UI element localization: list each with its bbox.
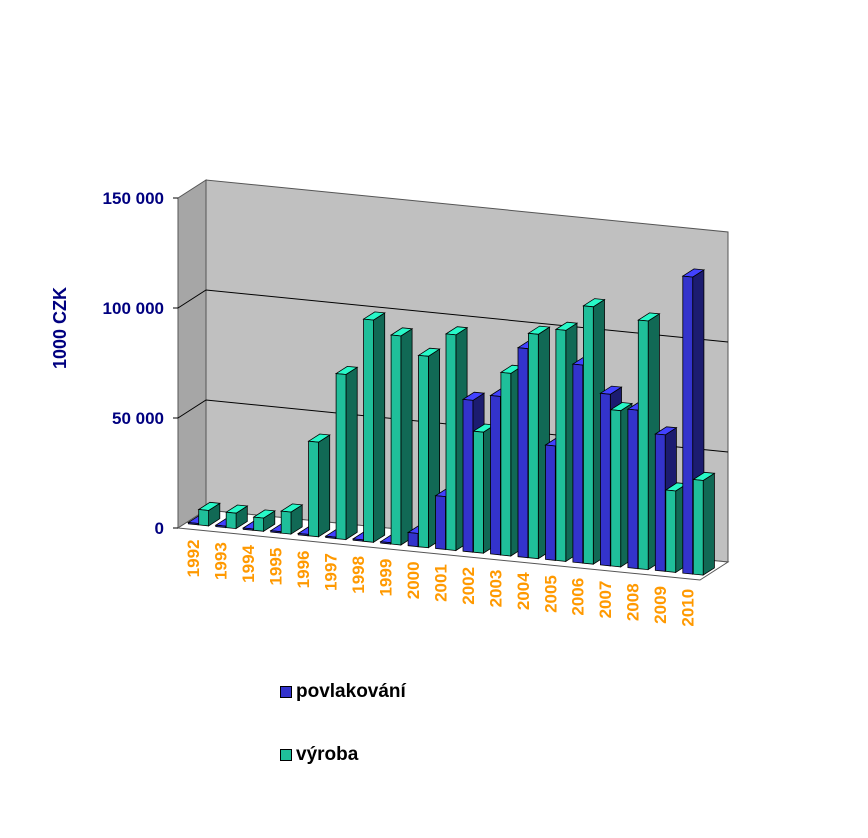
y-tick-label: 50 000 <box>112 409 164 428</box>
bar-povlakovani-1995 <box>270 530 282 534</box>
y-tick-label: 100 000 <box>103 299 164 318</box>
bar-vyroba-2004 <box>528 332 539 560</box>
legend-label-vyroba: výroba <box>296 744 359 765</box>
x-tick-label-2009: 2009 <box>651 586 670 624</box>
bar-vyroba-1997 <box>335 373 347 540</box>
bar-povlakovani-2005 <box>545 444 556 561</box>
x-tick-label-2008: 2008 <box>624 583 643 621</box>
x-tick-label-2006: 2006 <box>569 578 588 616</box>
x-tick-label-2005: 2005 <box>541 575 560 613</box>
x-tick-label-1994: 1994 <box>239 544 258 582</box>
bar-vyroba-2003 <box>500 371 512 557</box>
bar-side-vyroba-1996 <box>318 434 331 538</box>
bar-vyroba-2001 <box>445 333 457 551</box>
legend-item-vyroba: výroba <box>280 744 358 766</box>
bar-vyroba-2010 <box>692 479 704 576</box>
legend-item-povlakovani: povlakování <box>280 681 406 703</box>
x-tick-label-1996: 1996 <box>294 551 313 589</box>
x-tick-label-1995: 1995 <box>267 548 286 586</box>
legend-swatch-povlakovani <box>280 686 292 698</box>
bar-povlakovani-2004 <box>517 347 529 559</box>
bar-povlakovani-1999 <box>380 541 391 545</box>
bar-povlakovani-2010 <box>682 275 694 575</box>
bar-povlakovani-2006 <box>572 363 584 564</box>
bar-vyroba-2008 <box>637 319 649 571</box>
bar-vyroba-2007 <box>610 409 622 568</box>
bar-povlakovani-2000 <box>407 532 419 548</box>
x-tick-label-2004: 2004 <box>514 572 533 610</box>
bar-vyroba-1999 <box>390 334 402 546</box>
y-tick-label: 0 <box>155 519 164 538</box>
y-axis-title: 1000 CZK <box>50 287 70 369</box>
x-tick-label-2010: 2010 <box>679 589 698 627</box>
bar-side-vyroba-1998 <box>373 312 386 544</box>
legend-label-povlakovani: povlakování <box>296 681 406 702</box>
gridline <box>177 399 729 453</box>
bar-vyroba-2009 <box>665 489 677 573</box>
x-tick-label-2002: 2002 <box>459 567 478 605</box>
bar-vyroba-1998 <box>363 318 374 543</box>
bar-side-vyroba-2010 <box>702 472 715 576</box>
bar-povlakovani-2009 <box>654 433 666 572</box>
bar-povlakovani-2002 <box>462 398 474 553</box>
bar-povlakovani-1997 <box>325 535 337 539</box>
x-tick-label-2007: 2007 <box>596 581 615 619</box>
bar-povlakovani-1992 <box>187 522 199 526</box>
legend-swatch-vyroba <box>280 749 292 761</box>
bar-vyroba-1994 <box>253 516 265 532</box>
bar-side-vyroba-1999 <box>400 328 413 546</box>
bar-vyroba-2006 <box>583 305 594 565</box>
x-tick-label-2001: 2001 <box>431 564 450 602</box>
bar-povlakovani-1996 <box>297 533 309 537</box>
bar-vyroba-1995 <box>280 510 292 535</box>
x-tick-label-1992: 1992 <box>184 540 203 578</box>
x-tick-label-1998: 1998 <box>349 556 368 594</box>
x-tick-label-2000: 2000 <box>404 561 423 599</box>
x-tick-label-2003: 2003 <box>486 570 505 608</box>
bar-povlakovani-2001 <box>435 495 446 550</box>
bar-vyroba-1992 <box>198 509 210 527</box>
bar-side-vyroba-1997 <box>345 366 358 541</box>
bar-vyroba-1996 <box>308 440 319 538</box>
bar-povlakovani-1993 <box>215 524 227 529</box>
x-tick-label-1993: 1993 <box>212 542 231 580</box>
bar-vyroba-2002 <box>473 430 484 554</box>
bar-povlakovani-2008 <box>627 408 639 570</box>
y-tick-label: 150 000 <box>103 189 164 208</box>
bar-vyroba-2005 <box>555 328 567 562</box>
x-tick-label-1997: 1997 <box>322 553 341 591</box>
bar-povlakovani-2007 <box>600 392 611 567</box>
bar-vyroba-1993 <box>225 511 237 530</box>
bar-povlakovani-2003 <box>490 395 501 556</box>
x-tick-label-1999: 1999 <box>376 559 395 597</box>
bar-vyroba-2000 <box>418 354 429 549</box>
bar-povlakovani-1994 <box>242 527 254 531</box>
side-wall <box>177 179 207 529</box>
gridline <box>177 289 729 343</box>
bar-povlakovani-1998 <box>352 538 364 542</box>
